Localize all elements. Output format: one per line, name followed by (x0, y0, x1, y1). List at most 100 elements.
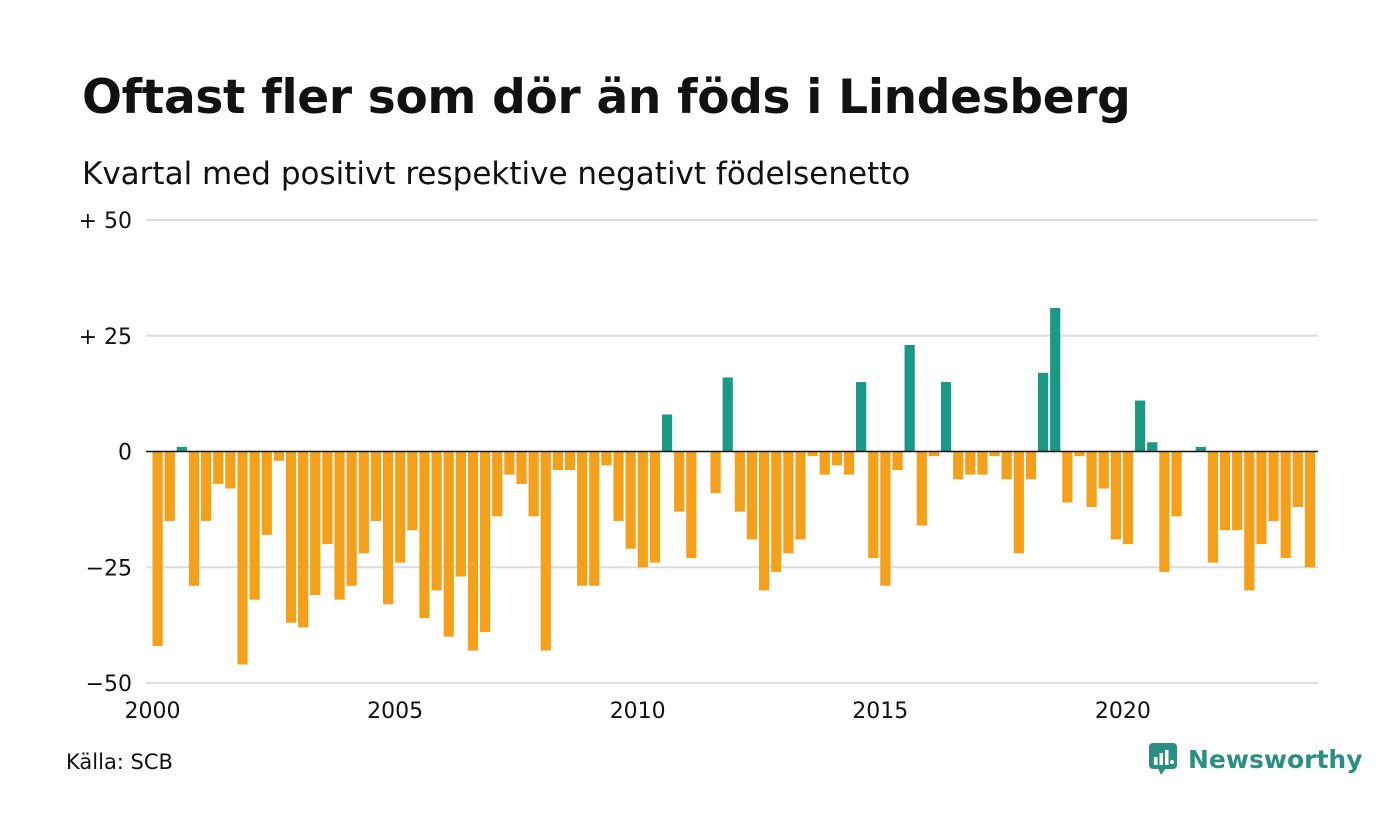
bar-negative (322, 451, 333, 545)
bar-negative (1110, 451, 1121, 540)
gridlines (146, 219, 1318, 684)
bars (152, 307, 1316, 665)
bar-negative (528, 451, 539, 517)
bar-negative (953, 451, 964, 480)
bar-negative (249, 451, 260, 600)
bar-negative (1171, 451, 1182, 517)
bar-positive (661, 414, 673, 452)
bar-positive (722, 377, 733, 452)
bar-negative (492, 451, 503, 517)
bar-negative (795, 451, 806, 540)
y-tick-label: −50 (86, 672, 132, 697)
bar-negative (965, 451, 976, 475)
x-tick-label: 2015 (852, 699, 908, 724)
bar-negative (285, 451, 297, 623)
bar-negative (916, 451, 927, 526)
bar-negative (1062, 451, 1073, 503)
bar-negative (225, 451, 236, 489)
bar-negative (1232, 451, 1243, 531)
bar-negative (1025, 451, 1037, 480)
bar-negative (540, 451, 551, 651)
bar-negative (625, 451, 636, 549)
y-tick-label: + 25 (79, 325, 132, 350)
bar-negative (1098, 451, 1109, 489)
x-tick-label: 2005 (367, 699, 423, 724)
bar-negative (1256, 451, 1267, 545)
y-tick-label: −25 (86, 556, 132, 581)
bar-negative (831, 451, 842, 466)
bar-negative (1013, 451, 1024, 554)
bar-negative (807, 451, 818, 457)
bar-negative (1219, 451, 1231, 531)
bar-negative (1074, 451, 1085, 457)
bar-negative (819, 451, 830, 475)
bar-negative (564, 451, 576, 471)
bar-negative (686, 451, 697, 558)
bar-negative (213, 451, 224, 484)
bar-positive (1147, 442, 1158, 452)
brand-logo[interactable]: Newsworthy (1148, 742, 1363, 776)
bar-positive (1135, 400, 1146, 452)
chart-subtitle: Kvartal med positivt respektive negativt… (82, 156, 911, 192)
bar-negative (1207, 451, 1219, 563)
bar-negative (334, 451, 345, 600)
bar-negative (273, 451, 284, 461)
bar-positive (1195, 446, 1206, 452)
bar-negative (346, 451, 357, 586)
bar-negative (783, 451, 794, 554)
newsworthy-logo-icon (1149, 743, 1177, 775)
bar-negative (152, 451, 163, 646)
bar-negative (310, 451, 321, 596)
bar-positive (1037, 372, 1049, 452)
x-tick-label: 2010 (610, 699, 666, 724)
bar-negative (467, 451, 479, 651)
bar-negative (370, 451, 382, 521)
bar-negative (164, 451, 175, 521)
y-tick-label: + 50 (79, 209, 132, 234)
bar-negative (1268, 451, 1279, 521)
y-tick-label: 0 (118, 441, 132, 466)
bar-negative (1244, 451, 1255, 591)
bar-negative (637, 451, 648, 568)
chart-title: Oftast fler som dör än föds i Lindesberg (82, 70, 1131, 125)
bar-positive (904, 345, 915, 452)
brand-name: Newsworthy (1188, 744, 1363, 774)
bar-negative (188, 451, 200, 586)
bar-negative (746, 451, 758, 540)
bar-negative (455, 451, 466, 577)
bar-negative (431, 451, 442, 591)
bar-negative (771, 451, 782, 572)
bar-positive (856, 382, 867, 452)
x-tick-label: 2000 (125, 699, 181, 724)
bar-negative (358, 451, 369, 554)
bar-negative (577, 451, 588, 586)
bar-negative (504, 451, 515, 475)
bar-negative (1159, 451, 1170, 572)
bar-positive (940, 382, 952, 452)
bar-negative (977, 451, 988, 475)
bar-negative (419, 451, 430, 619)
bar-negative (1122, 451, 1134, 545)
bar-negative (710, 451, 721, 494)
bar-negative (734, 451, 745, 512)
bar-negative (674, 451, 685, 512)
bar-negative (516, 451, 527, 484)
bar-negative (1280, 451, 1291, 558)
bar-negative (880, 451, 891, 586)
bar-negative (395, 451, 406, 563)
bar-negative (237, 451, 248, 665)
bar-negative (868, 451, 879, 558)
bar-negative (843, 451, 855, 475)
bar-negative (989, 451, 1000, 457)
bar-negative (613, 451, 624, 521)
bar-negative (298, 451, 309, 628)
bar-negative (261, 451, 272, 535)
bar-negative (443, 451, 454, 637)
bar-negative (928, 451, 940, 457)
bar-negative (480, 451, 491, 633)
bar-negative (382, 451, 394, 605)
bar-negative (1086, 451, 1097, 508)
bar-negative (601, 451, 612, 466)
